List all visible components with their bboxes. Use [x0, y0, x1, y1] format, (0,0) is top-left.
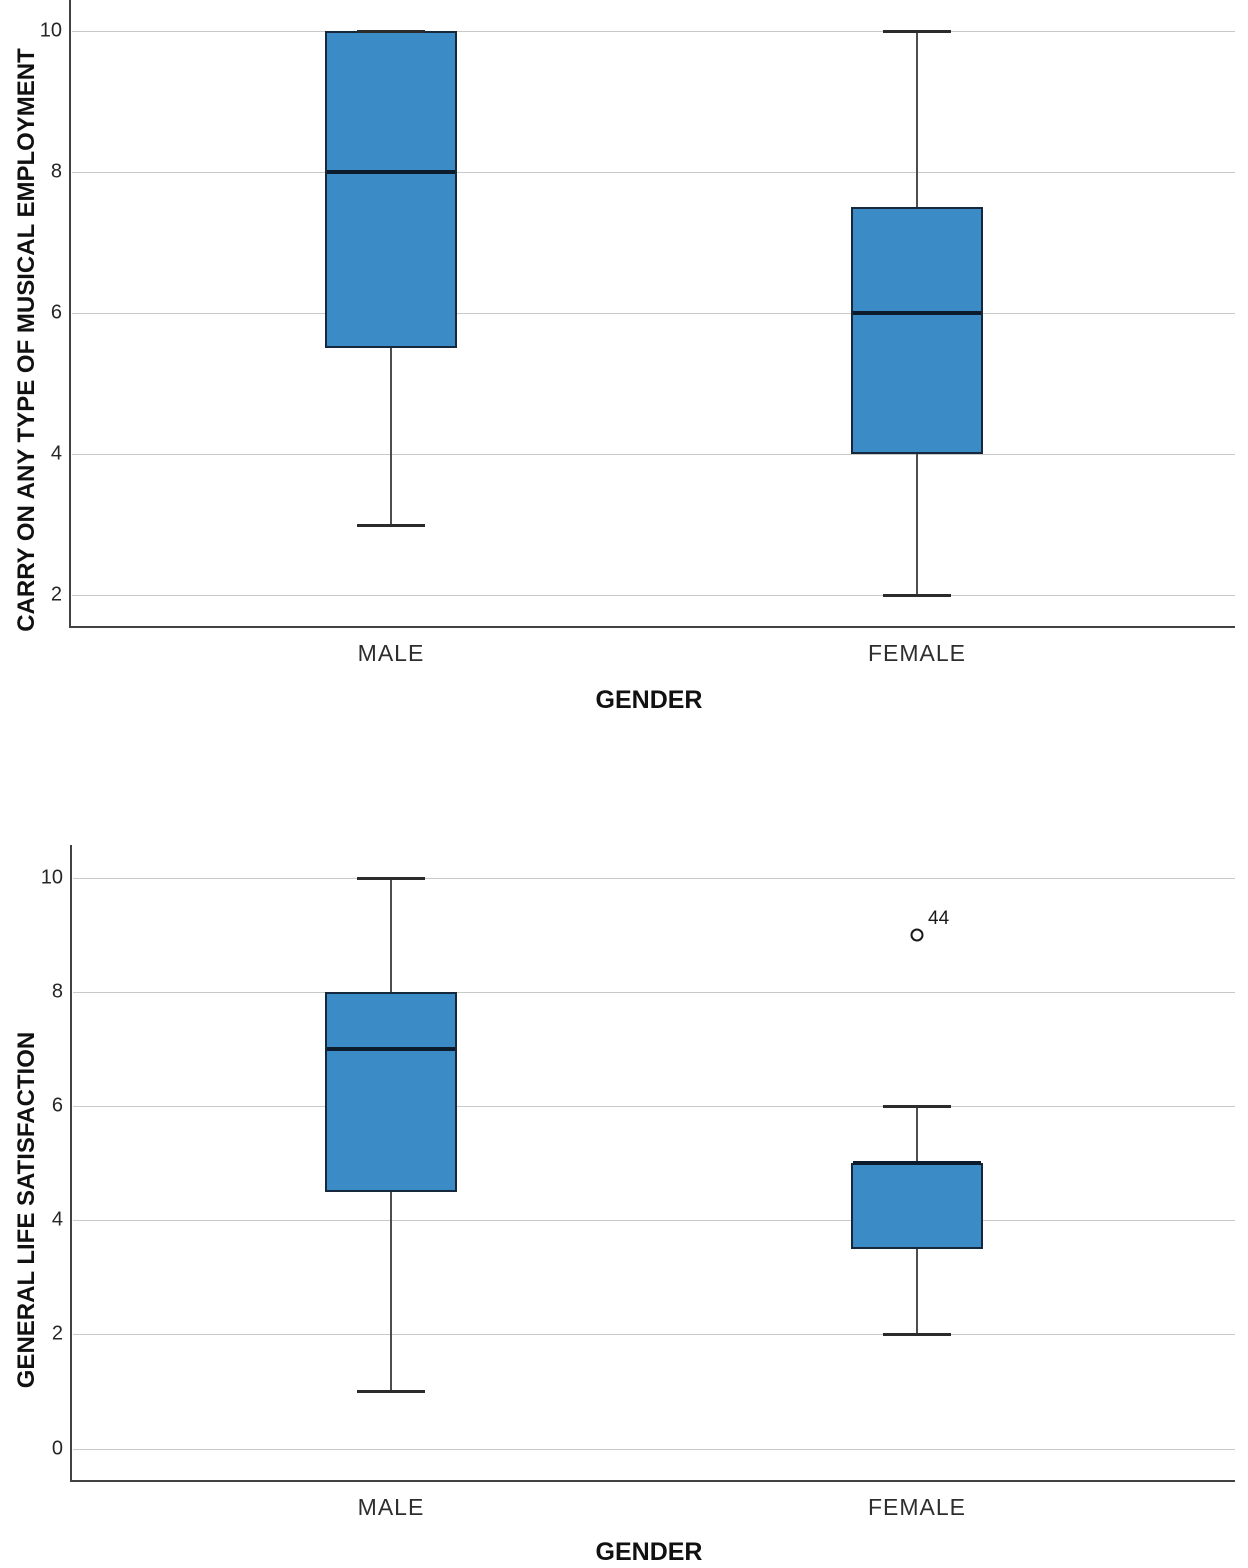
- upper-whisker-cap-female: [883, 30, 951, 33]
- y-tick-label: 6: [51, 1094, 63, 1117]
- y-tick-label: 8: [51, 980, 63, 1003]
- median-line-female: [853, 1161, 981, 1165]
- gridline: [72, 313, 1235, 314]
- y-tick-label: 4: [50, 442, 62, 465]
- y-tick-label: 2: [51, 1322, 63, 1345]
- outlier-label-female: 44: [928, 908, 950, 929]
- box-male: [325, 31, 457, 348]
- upper-whisker-female: [916, 31, 918, 207]
- outlier-point-female: [910, 928, 924, 942]
- box-female: [851, 1163, 983, 1249]
- median-line-female: [853, 311, 981, 315]
- x-axis-title-bottom-chart: GENDER: [595, 1538, 703, 1566]
- x-axis-line: [69, 626, 1235, 628]
- y-axis-line: [70, 845, 72, 1481]
- upper-whisker-female: [916, 1106, 918, 1163]
- y-tick-label: 0: [51, 1437, 63, 1460]
- y-tick-label: 4: [51, 1208, 63, 1231]
- y-axis-line: [69, 0, 71, 627]
- lower-whisker-female: [916, 1249, 918, 1335]
- box-male: [325, 992, 457, 1192]
- lower-whisker-cap-male: [357, 524, 425, 527]
- lower-whisker-female: [916, 454, 918, 595]
- gridline: [72, 454, 1235, 455]
- median-line-male: [327, 170, 455, 174]
- x-axis-title-top-chart: GENDER: [595, 686, 703, 714]
- gridline: [73, 1334, 1235, 1335]
- x-axis-line: [70, 1480, 1235, 1482]
- y-tick-label: 10: [39, 19, 62, 42]
- lower-whisker-male: [390, 348, 392, 524]
- upper-whisker-cap-male: [357, 30, 425, 33]
- upper-whisker-cap-male: [357, 877, 425, 880]
- lower-whisker-cap-male: [357, 1390, 425, 1393]
- lower-whisker-male: [390, 1192, 392, 1392]
- gridline: [72, 172, 1235, 173]
- box-female: [851, 207, 983, 454]
- y-axis-title-top-chart: CARRY ON ANY TYPE OF MUSICAL EMPLOYMENT: [13, 48, 40, 632]
- y-tick-label: 8: [50, 160, 62, 183]
- y-tick-label: 6: [50, 301, 62, 324]
- lower-whisker-cap-female: [883, 1333, 951, 1336]
- category-label-female: FEMALE: [867, 1494, 967, 1520]
- gridline: [73, 1220, 1235, 1221]
- gridline: [72, 31, 1235, 32]
- upper-whisker-male: [390, 878, 392, 992]
- category-label-female: FEMALE: [867, 640, 967, 666]
- y-axis-title-bottom-chart: GENERAL LIFE SATISFACTION: [13, 1031, 40, 1389]
- gridline: [72, 595, 1235, 596]
- lower-whisker-cap-female: [883, 594, 951, 597]
- gridline: [73, 1106, 1235, 1107]
- upper-whisker-cap-female: [883, 1105, 951, 1108]
- category-label-male: MALE: [357, 1494, 425, 1520]
- median-line-male: [327, 1047, 455, 1051]
- gridline: [73, 878, 1235, 879]
- gridline: [73, 992, 1235, 993]
- y-tick-label: 2: [50, 583, 62, 606]
- category-label-male: MALE: [357, 640, 425, 666]
- y-tick-label: 10: [40, 866, 63, 889]
- gridline: [73, 1449, 1235, 1450]
